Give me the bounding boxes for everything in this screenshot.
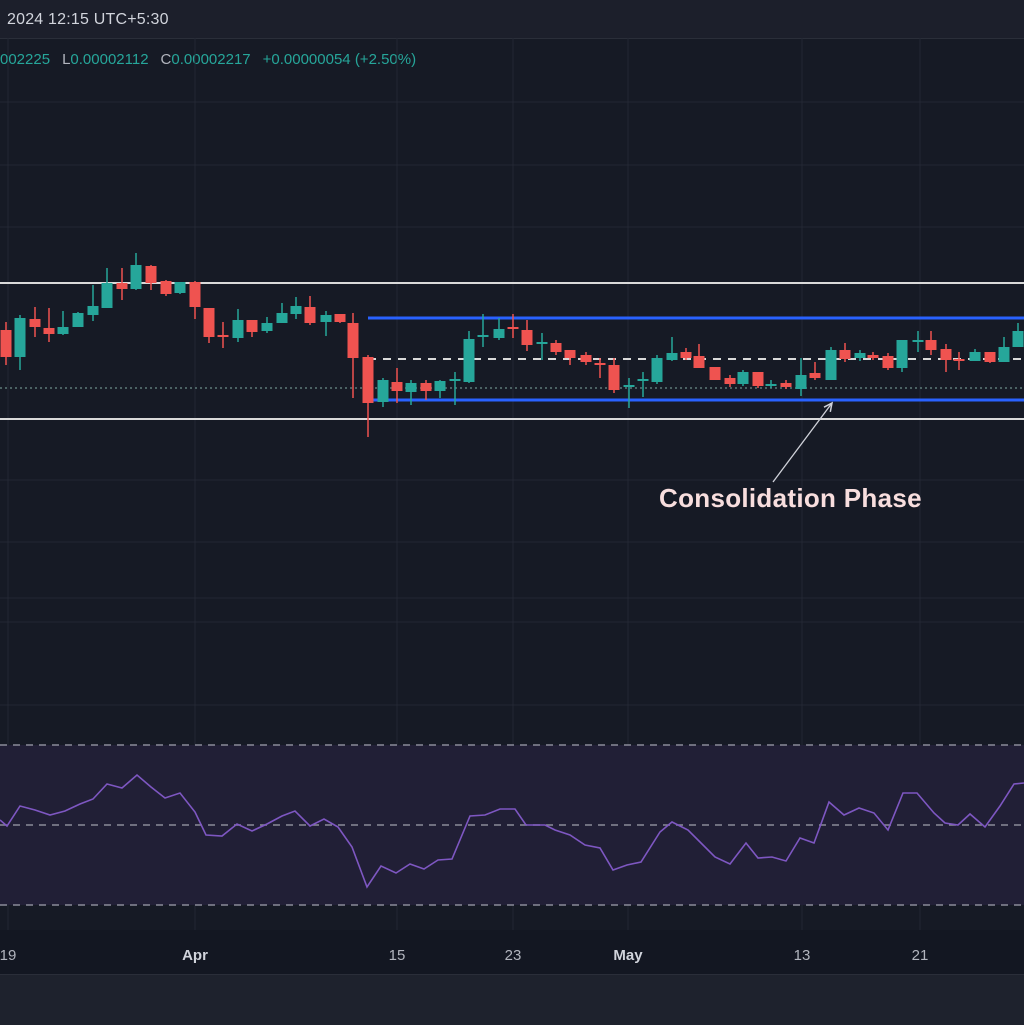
annotation-arrow[interactable] — [772, 401, 834, 483]
time-tick-21: 21 — [911, 947, 929, 964]
bottom-toolbar — [0, 974, 1024, 1025]
time-tick-apr: Apr — [182, 947, 208, 964]
chart-header: 2024 12:15 UTC+5:30 — [0, 0, 1024, 39]
annotation-consolidation-phase[interactable]: Consolidation Phase — [659, 483, 922, 513]
ohlc-legend: 002225 L0.00002112 C0.00002217 +0.00000054 … — [0, 51, 428, 68]
time-tick-13: 13 — [793, 947, 811, 964]
time-axis[interactable]: 19 Apr 15 23 May 13 21 — [0, 930, 1024, 974]
time-tick-19: 19 — [0, 947, 17, 964]
ohlc-change-value: +0.00000054 (+2.50%) — [262, 51, 417, 68]
price-level-lines[interactable] — [0, 282, 1024, 420]
candlestick-series — [0, 253, 1024, 437]
rsi-level-lines — [0, 744, 1024, 906]
ohlc-close-value: 0.00002217 — [171, 51, 251, 68]
time-tick-may: May — [613, 947, 643, 964]
ohlc-low-value: 0.00002112 — [70, 51, 149, 68]
header-datetime: 2024 12:15 UTC+5:30 — [7, 11, 169, 28]
ohlc-close-key: C — [160, 51, 172, 68]
ohlc-high-value: 002225 — [0, 51, 51, 68]
rsi-line — [0, 773, 1024, 889]
time-tick-15: 15 — [388, 947, 406, 964]
price-chart-canvas[interactable] — [0, 0, 1024, 930]
ohlc-low-key: L — [62, 51, 71, 68]
time-tick-23: 23 — [504, 947, 522, 964]
